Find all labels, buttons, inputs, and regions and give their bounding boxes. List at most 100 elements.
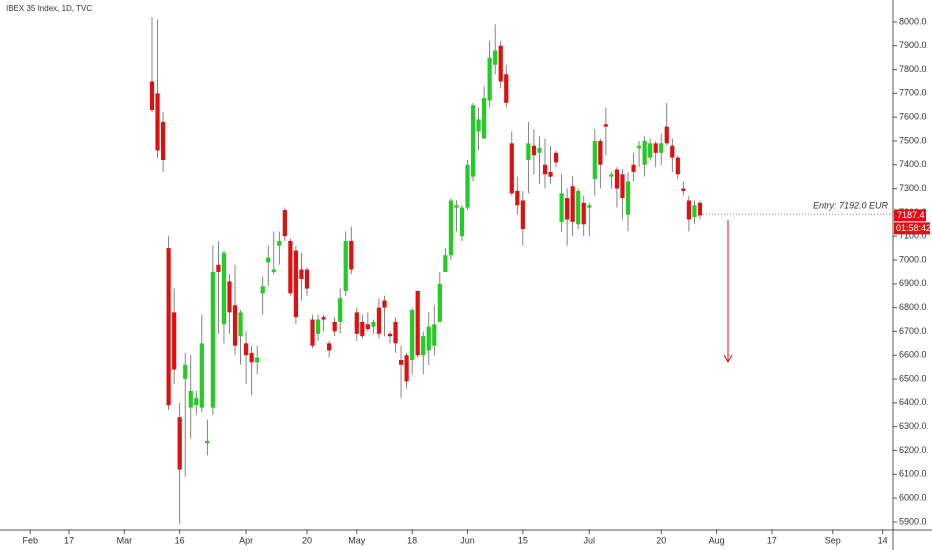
candle-body	[376, 307, 382, 334]
y-tick-label: 6500.0	[899, 373, 927, 383]
y-tick-label: 6800.0	[899, 302, 927, 312]
arrow-head	[723, 354, 733, 364]
candle-body	[487, 57, 492, 101]
y-tick-label: 6900.0	[899, 278, 927, 288]
candle-body	[454, 205, 459, 208]
candle-body	[664, 126, 669, 144]
candle-body	[598, 140, 603, 165]
candle-body	[675, 157, 680, 175]
candle-body	[542, 164, 548, 175]
candle-body	[670, 145, 675, 158]
candle-body	[553, 152, 559, 163]
candle-body	[482, 98, 487, 139]
candle-body	[609, 174, 614, 177]
x-tick-label: 20	[656, 535, 666, 545]
candle-body	[404, 355, 409, 382]
candle-body	[238, 312, 243, 337]
x-tick-label: Aug	[709, 535, 725, 545]
x-tick-label: Sep	[825, 535, 841, 545]
candle-body	[288, 240, 293, 294]
candle-body	[227, 281, 232, 313]
y-tick-label: 7600.0	[899, 112, 927, 122]
last-price-box	[894, 209, 926, 222]
y-tick-label: 8000.0	[899, 16, 927, 26]
candle-body	[249, 352, 254, 363]
candle-body	[255, 357, 260, 363]
candle-body	[210, 271, 215, 408]
last-price-label: 7187.4	[897, 210, 925, 220]
countdown-label: 01:58:42	[896, 223, 931, 233]
candle-body	[631, 164, 636, 172]
y-tick-label: 7700.0	[899, 88, 927, 98]
candle-body	[493, 50, 498, 65]
x-tick-label: Mar	[117, 535, 133, 545]
candle-body	[697, 202, 703, 216]
chart-title: IBEX 35 Index, 1D, TVC	[6, 4, 92, 13]
candle-body	[360, 321, 365, 337]
entry-label: Entry: 7192.0 EUR	[813, 201, 889, 211]
x-tick-label: Jun	[460, 535, 475, 545]
candle-body	[398, 360, 404, 365]
candle-body	[365, 324, 370, 330]
y-tick-label: 6700.0	[899, 326, 927, 336]
candle-body	[221, 252, 227, 325]
candle-body	[166, 248, 171, 406]
candle-body	[570, 186, 575, 222]
candle-body	[205, 440, 210, 444]
candle-body	[432, 324, 437, 346]
x-tick-label: 15	[518, 535, 528, 545]
candle-body	[216, 264, 221, 272]
y-tick-label: 7100.0	[899, 231, 927, 241]
y-tick-label: 7300.0	[899, 183, 927, 193]
candle-body	[465, 164, 470, 208]
candle-body	[504, 74, 509, 103]
candle-body	[603, 124, 608, 127]
candle-body	[244, 343, 249, 356]
candle-body	[260, 286, 265, 294]
candle-body	[354, 312, 359, 334]
candle-body	[686, 200, 691, 220]
x-tick-label: Feb	[22, 535, 38, 545]
candle-body	[155, 93, 160, 151]
candle-body	[537, 148, 542, 153]
candle-body	[476, 119, 481, 132]
candle-body	[299, 269, 304, 280]
candle-body	[304, 269, 310, 289]
candle-body	[548, 171, 553, 177]
x-tick-label: 14	[878, 535, 888, 545]
candle-body	[531, 145, 537, 156]
candle-body	[277, 240, 282, 246]
y-tick-label: 6400.0	[899, 397, 927, 407]
candle-body	[349, 240, 354, 270]
candle-body	[470, 105, 476, 177]
y-tick-label: 6200.0	[899, 445, 927, 455]
candle-body	[410, 310, 415, 360]
candle-body	[592, 140, 597, 180]
x-tick-label: Apr	[239, 535, 253, 545]
candle-body	[338, 298, 343, 322]
x-tick-label: 17	[64, 535, 74, 545]
candle-body	[160, 121, 166, 160]
candle-body	[526, 143, 531, 160]
candle-body	[183, 364, 188, 380]
candle-body	[581, 202, 586, 225]
candle-body	[310, 319, 315, 346]
y-tick-label: 7000.0	[899, 254, 927, 264]
candle-body	[587, 205, 592, 208]
y-tick-label: 7400.0	[899, 159, 927, 169]
y-tick-label: 6300.0	[899, 421, 927, 431]
x-tick-label: 18	[407, 535, 417, 545]
candle-body	[282, 210, 287, 237]
candle-body	[559, 193, 564, 222]
candle-body	[172, 312, 177, 370]
candle-body	[426, 326, 431, 351]
candle-body	[498, 45, 503, 82]
candle-body	[177, 417, 182, 470]
candle-body	[393, 321, 398, 344]
candle-body	[681, 188, 686, 191]
x-tick-label: 20	[302, 535, 312, 545]
candle-body	[321, 317, 326, 320]
y-tick-label: 7500.0	[899, 135, 927, 145]
